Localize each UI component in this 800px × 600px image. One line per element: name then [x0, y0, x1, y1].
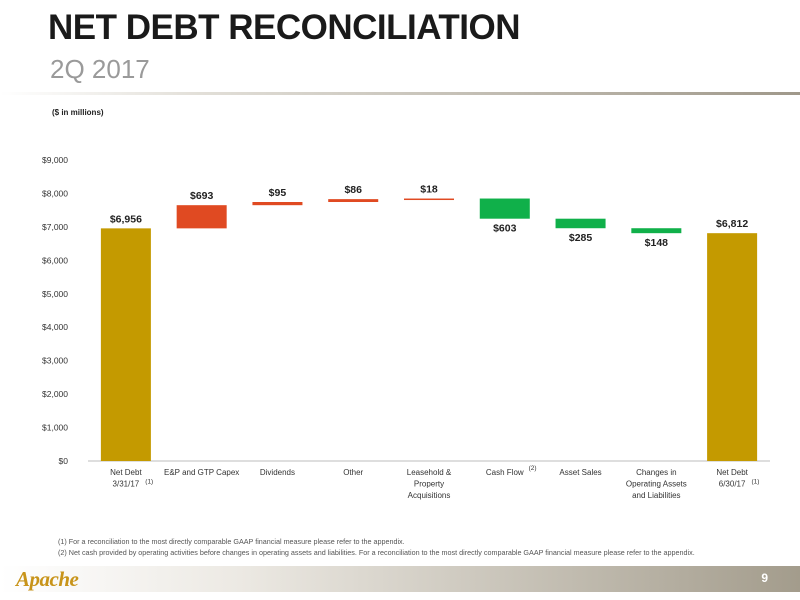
footnote-marker: (1) [752, 479, 760, 486]
y-tick-label: $6,000 [42, 255, 68, 265]
x-tick-label: 3/31/17 [113, 480, 140, 489]
bar-value-label: $148 [645, 237, 669, 249]
x-tick-label: E&P and GTP Capex [164, 468, 239, 477]
x-tick-label: Changes in [636, 468, 676, 477]
bar-labels-group: $6,956 $693 $95 $86 $18 $603 $285 $148 $6,812 [110, 184, 748, 250]
bar-increase [328, 199, 379, 203]
bar-value-label: $693 [190, 190, 214, 202]
apache-logo: Apache [16, 567, 79, 591]
bar-increase [176, 205, 227, 229]
y-tick-label: $7,000 [42, 222, 68, 232]
x-tick-label: and Liabilities [632, 491, 680, 500]
x-tick-label: Cash Flow [486, 468, 524, 477]
x-tick-label: 6/30/17 [719, 480, 746, 489]
bar-value-label: $6,812 [716, 218, 748, 230]
bar-decrease [479, 198, 530, 219]
x-tick-label: Net Debt [716, 468, 748, 477]
y-tick-label: $8,000 [42, 188, 68, 198]
x-axis: Net Debt 3/31/17 (1) E&P and GTP Capex Divid… [88, 460, 770, 500]
x-tick-label: Property [414, 480, 444, 489]
title-divider [0, 92, 800, 95]
x-tick-label: Leasehold & [407, 468, 452, 477]
bar-decrease [631, 228, 682, 234]
bar-value-label: $603 [493, 223, 517, 235]
x-tick-label: Acquisitions [408, 491, 451, 500]
y-tick-label: $2,000 [42, 389, 68, 399]
page-number: 9 [761, 571, 768, 585]
footnotes: (1) For a reconciliation to the most dir… [58, 536, 695, 558]
bar-value-label: $18 [420, 184, 438, 196]
y-tick-label: $0 [59, 456, 69, 466]
bar-total [100, 228, 151, 461]
x-tick-label: Operating Assets [626, 480, 687, 489]
y-tick-label: $3,000 [42, 356, 68, 366]
bars-group [100, 198, 758, 461]
bar-value-label: $6,956 [110, 213, 142, 225]
bar-value-label: $285 [569, 232, 593, 244]
footnote-marker: (2) [529, 465, 537, 472]
bar-increase [252, 202, 303, 206]
x-tick-label: Other [343, 468, 363, 477]
x-tick-label: Net Debt [110, 468, 142, 477]
y-tick-label: $9,000 [42, 155, 68, 165]
x-tick-label: Dividends [260, 468, 295, 477]
bar-decrease [555, 218, 606, 229]
footnote-1: (1) For a reconciliation to the most dir… [58, 537, 405, 546]
bar-value-label: $95 [269, 187, 287, 199]
x-tick-label: Asset Sales [559, 468, 601, 477]
units-label: ($ in millions) [52, 108, 104, 117]
y-tick-label: $4,000 [42, 322, 68, 332]
y-axis: $0 $1,000 $2,000 $3,000 $4,000 $5,000 $6,000 $7… [42, 155, 68, 466]
footer-bar [0, 566, 800, 592]
bar-increase [403, 198, 455, 201]
footnote-marker: (1) [145, 479, 153, 486]
footnote-2: (2) Net cash provided by operating activ… [58, 548, 695, 557]
bar-value-label: $86 [344, 184, 362, 196]
y-tick-label: $5,000 [42, 289, 68, 299]
y-tick-label: $1,000 [42, 423, 68, 433]
page-subtitle: 2Q 2017 [50, 54, 150, 84]
bar-total [707, 233, 758, 461]
page-title: NET DEBT RECONCILIATION [48, 8, 521, 47]
